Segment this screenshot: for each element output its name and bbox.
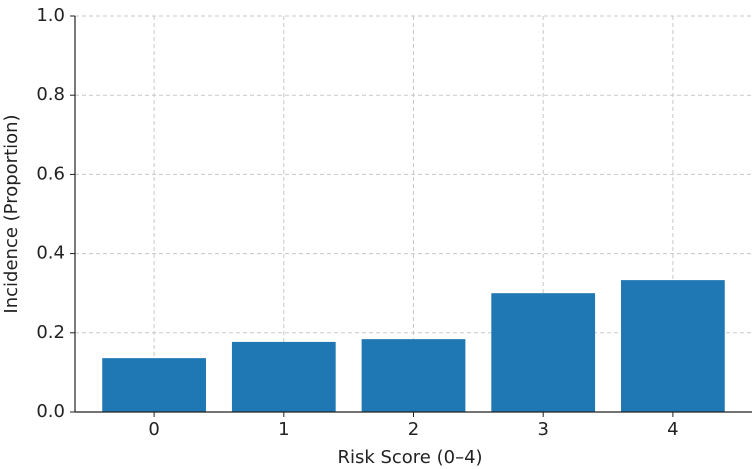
y-tick-label: 0.0 — [36, 401, 65, 422]
x-tick-label: 2 — [408, 419, 419, 440]
bar — [231, 341, 336, 412]
y-tick-label: 0.8 — [36, 84, 65, 105]
bar — [491, 293, 596, 412]
x-tick-label: 1 — [278, 419, 289, 440]
y-tick-label: 1.0 — [36, 5, 65, 26]
bar — [102, 358, 206, 412]
x-tick-label: 3 — [537, 419, 548, 440]
bar — [361, 339, 466, 412]
x-axis-label: Risk Score (0–4) — [337, 447, 482, 468]
bar — [621, 280, 725, 412]
y-tick-label: 0.2 — [36, 322, 65, 343]
y-tick-label: 0.4 — [36, 243, 65, 264]
y-axis-label: Incidence (Proportion) — [1, 114, 22, 313]
x-tick-label: 0 — [148, 419, 159, 440]
x-tick-label: 4 — [667, 419, 678, 440]
y-tick-label: 0.6 — [36, 163, 65, 184]
